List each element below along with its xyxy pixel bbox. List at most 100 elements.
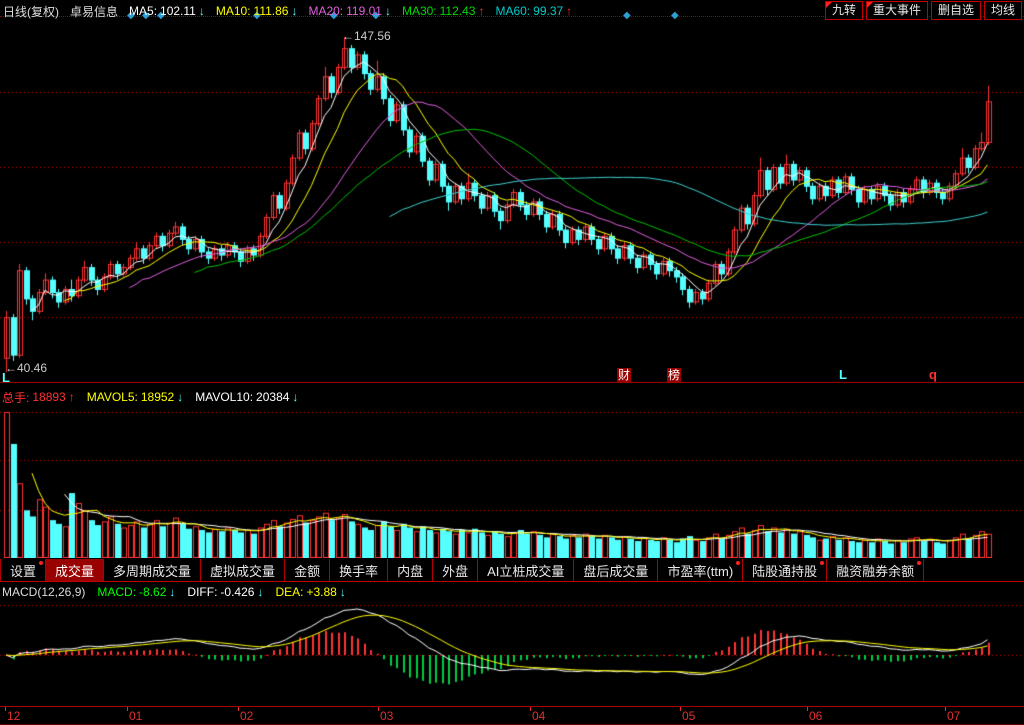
- tab-外盘[interactable]: 外盘: [433, 559, 479, 581]
- tab-内盘[interactable]: 内盘: [388, 559, 434, 581]
- month-tick: [530, 707, 531, 711]
- ma-item: 卓易信息: [70, 3, 118, 20]
- volume-header: 总手: 18893 ↑ MAVOL5: 18952 ↓ MAVOL10: 20384 ↓: [0, 389, 1024, 405]
- price-marker-财: 财: [617, 368, 632, 382]
- diamond-signal-icon: ◆: [127, 10, 135, 21]
- ma-value: 102.11: [160, 4, 196, 18]
- price-marker-榜: 榜: [667, 368, 682, 382]
- ma-label: MA10:: [215, 4, 251, 18]
- volume-label: 总手:: [2, 390, 30, 405]
- diamond-signal-icon: ◆: [671, 10, 679, 21]
- macd-chart[interactable]: [0, 604, 1024, 706]
- month-tick: [945, 707, 946, 711]
- ma-arrow-icon: ↓: [291, 4, 298, 18]
- header-button-label: 删自选: [937, 3, 974, 17]
- volume-chart[interactable]: [0, 406, 1024, 558]
- tab-金额[interactable]: 金额: [285, 559, 331, 581]
- tab-陆股通持股[interactable]: 陆股通持股: [743, 559, 828, 581]
- price-marker-q: q: [929, 367, 937, 382]
- month-label: 04: [532, 709, 546, 723]
- tab-AI立桩成交量[interactable]: AI立桩成交量: [478, 559, 575, 581]
- ma-value: 111.86: [253, 4, 289, 18]
- month-tick: [378, 707, 379, 711]
- ma-label: MA60:: [495, 4, 531, 18]
- diamond-signal-icon: ◆: [157, 10, 165, 21]
- new-badge-dot: [917, 561, 922, 565]
- tab-换手率[interactable]: 换手率: [330, 559, 389, 581]
- tab-label: 内盘: [397, 563, 424, 579]
- macd-label: MACD(12,26,9): [2, 585, 86, 599]
- macd-value: -0.426: [220, 585, 255, 599]
- ma-value: 112.43: [439, 4, 476, 18]
- tab-label: 设置: [10, 563, 37, 579]
- indicator-tab-bar: 设置 成交量 多周期成交量 虚拟成交量 金额 换手率 内盘 外盘 AI立桩成交量 盘后成交量 市盈率…: [0, 559, 1024, 582]
- macd-arrow-icon: ↓: [169, 585, 176, 599]
- macd-item: MACD: -8.62 ↓: [97, 585, 175, 599]
- month-tick: [807, 707, 808, 711]
- macd-item: DIFF: -0.426 ↓: [187, 585, 263, 599]
- tab-设置[interactable]: 设置: [0, 559, 47, 581]
- macd-arrow-icon: ↓: [339, 585, 346, 599]
- tab-多周期成交量[interactable]: 多周期成交量: [104, 559, 202, 581]
- ma-item: MA60: 99.37 ↑: [495, 4, 572, 18]
- volume-arrow-icon: ↑: [68, 390, 75, 404]
- macd-value: +3.88: [306, 585, 337, 599]
- macd-label: DEA:: [275, 585, 304, 599]
- month-tick: [5, 707, 6, 711]
- ma-item: MA20: 119.01 ↓: [308, 4, 391, 18]
- macd-header: MACD(12,26,9) MACD: -8.62 ↓ DIFF: -0.426 ↓ DEA:…: [0, 584, 1024, 600]
- tab-label: 外盘: [442, 563, 469, 579]
- header-button-label: 重大事件: [872, 3, 921, 17]
- ma-value: 119.01: [346, 4, 382, 18]
- tab-label: 金额: [294, 563, 321, 579]
- tab-label: 盘后成交量: [583, 563, 649, 579]
- diamond-signal-icon: ◆: [253, 10, 261, 21]
- month-label: 06: [809, 709, 823, 723]
- volume-arrow-icon: ↓: [292, 390, 299, 404]
- macd-item: MACD(12,26,9): [2, 585, 85, 599]
- candlestick-chart[interactable]: [0, 22, 1024, 383]
- macd-arrow-icon: ↓: [257, 585, 264, 599]
- header-button-九转[interactable]: 九转: [824, 1, 863, 20]
- tab-盘后成交量[interactable]: 盘后成交量: [574, 559, 659, 581]
- header-button-label: 九转: [831, 3, 856, 17]
- new-badge-dot: [820, 561, 825, 565]
- volume-item: MAVOL10: 20384 ↓: [195, 390, 298, 404]
- price-marker-L: L: [839, 367, 847, 382]
- volume-value: 18893: [32, 390, 66, 404]
- header-button-均线[interactable]: 均线: [983, 1, 1022, 20]
- tab-label: 成交量: [55, 563, 95, 579]
- diamond-signal-icon: ◆: [372, 10, 380, 21]
- macd-value: -8.62: [139, 585, 167, 599]
- date-axis[interactable]: 12 01 02 03 04 05 06 07: [0, 706, 1024, 725]
- volume-label: MAVOL10:: [195, 390, 254, 404]
- ma-arrow-icon: ↓: [384, 4, 391, 18]
- volume-label: MAVOL5:: [86, 390, 138, 404]
- month-label: 03: [380, 709, 394, 723]
- volume-item: MAVOL5: 18952 ↓: [87, 390, 184, 404]
- tab-虚拟成交量[interactable]: 虚拟成交量: [201, 559, 286, 581]
- ma-arrow-icon: ↑: [478, 4, 485, 18]
- ma-label: 卓易信息: [70, 4, 119, 19]
- ma-value: 99.37: [533, 4, 564, 18]
- new-badge-dot: [736, 561, 741, 565]
- macd-item: DEA: +3.88 ↓: [275, 585, 345, 599]
- month-tick: [680, 707, 681, 711]
- diamond-signal-icon: ◆: [623, 10, 631, 21]
- tab-label: 多周期成交量: [113, 563, 192, 579]
- tab-融资融券余额[interactable]: 融资融券余额: [827, 559, 925, 581]
- new-badge-dot: [39, 561, 44, 565]
- tab-label: 融资融券余额: [836, 563, 915, 579]
- ma-label: MA5:: [129, 4, 158, 18]
- volume-item: 总手: 18893 ↑: [2, 389, 75, 406]
- month-tick: [127, 707, 128, 711]
- header-button-重大事件[interactable]: 重大事件: [865, 1, 928, 20]
- ma-item: MA30: 112.43 ↑: [402, 4, 485, 18]
- corner-letter-l: L: [2, 370, 10, 385]
- tab-市盈率(ttm)[interactable]: 市盈率(ttm): [658, 559, 744, 581]
- month-label: 07: [947, 709, 961, 723]
- top-header-bar: 日线(复权) 卓易信息 MA5: 102.11 ↓ MA10: 111.86 ↓ MA20: 11…: [0, 0, 1024, 22]
- header-button-删自选[interactable]: 删自选: [930, 1, 981, 20]
- diamond-signal-icon: ◆: [142, 10, 150, 21]
- tab-成交量[interactable]: 成交量: [46, 559, 105, 581]
